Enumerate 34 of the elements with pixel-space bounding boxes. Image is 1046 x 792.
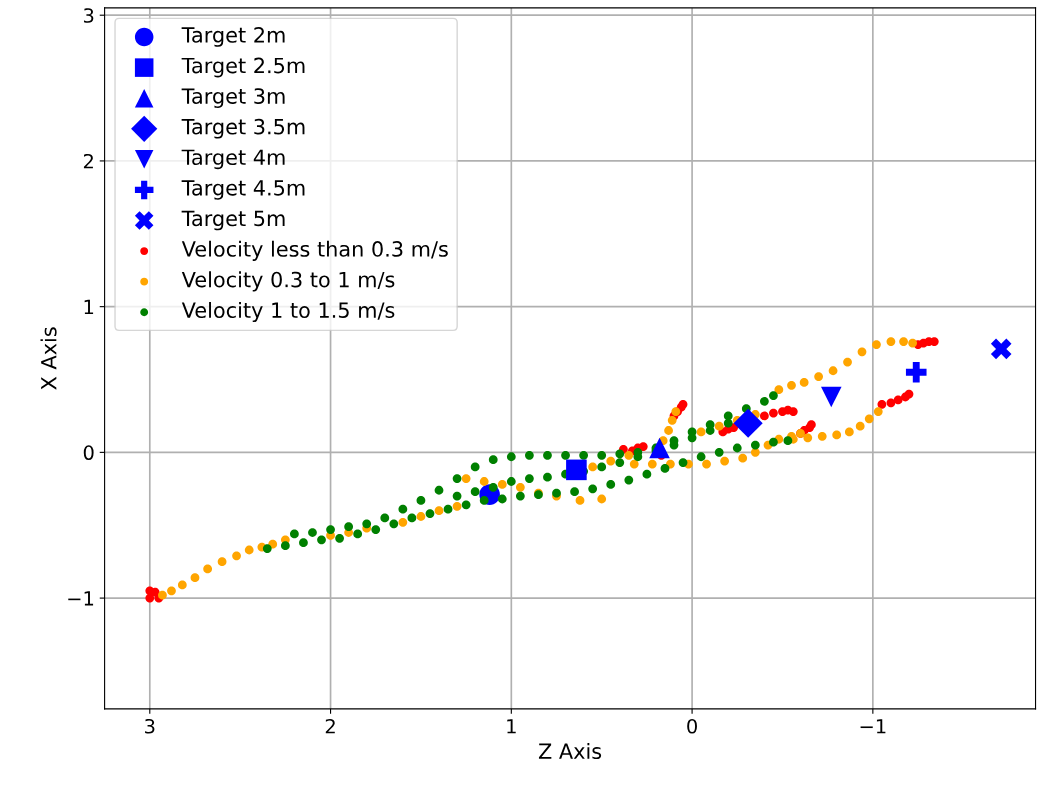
point [769,408,778,418]
y-tick-label: 0 [83,445,94,461]
point [893,395,903,405]
y-tick-label: 3 [83,8,94,23]
x-tick-label: 0 [687,718,697,734]
x-axis-title: Z Axis [538,742,602,760]
legend-label: Velocity 1 to 1.5 m/s [181,301,395,323]
legend-label: Target 3.5m [181,118,305,139]
y-axis-title: X Axis [40,327,57,390]
x-tick-label: 1 [507,719,516,734]
point [760,411,769,421]
legend-label: Target 5m [181,210,285,231]
y-tick-label: 2 [83,153,93,169]
legend-label: Target 2.5m [181,57,305,78]
y-tick-label: 1 [84,299,94,315]
point [788,407,798,416]
point [145,593,155,603]
point [905,361,927,383]
point [990,338,1012,360]
legend-label: Target 2m [181,27,285,47]
x-tick-label: 2 [325,718,335,734]
x-tick-label: −1 [860,719,886,734]
point [733,408,763,438]
point [904,389,914,399]
legend-label: Target 4m [181,149,285,170]
legend-label: Velocity less than 0.3 m/s [181,240,448,261]
point [566,459,587,481]
y-tick-label: −1 [68,591,94,606]
x-tick-label: 3 [145,718,155,734]
point [877,399,887,409]
legend-label: Target 4.5m [181,180,305,200]
point [820,386,842,408]
legend-label: Target 3m [181,88,285,108]
legend-label: Velocity 0.3 to 1 m/s [181,271,395,292]
